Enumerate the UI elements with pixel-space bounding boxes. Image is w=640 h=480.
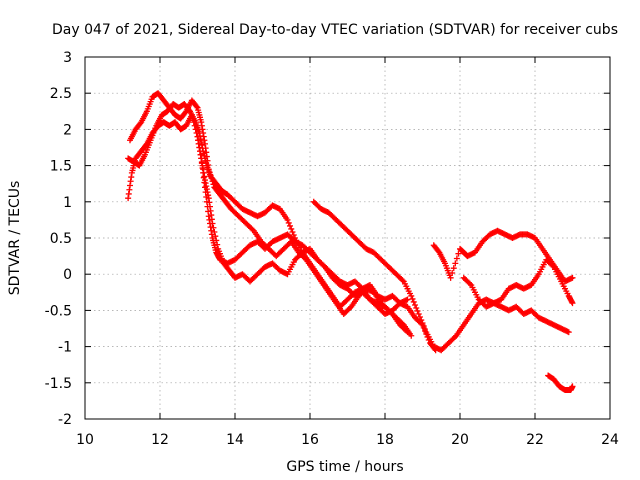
y-tick-label: 1.5 (50, 159, 72, 175)
data-point (320, 262, 327, 269)
data-point (288, 225, 295, 232)
data-point (403, 327, 410, 334)
x-tick-label: 22 (526, 432, 544, 448)
y-tick-label: -2 (58, 412, 72, 428)
data-point (420, 323, 427, 330)
data-point (452, 260, 459, 267)
data-point (565, 329, 572, 336)
chart-title: Day 047 of 2021, Sidereal Day-to-day VTE… (52, 22, 618, 38)
data-point (419, 320, 426, 327)
plot-frame (84, 56, 611, 420)
tick-labels: 10 12 14 16 18 20 22 24 -2 -1.5 -1 -0.5 0 0.5 1 1.5 2 2.5… (45, 50, 619, 448)
data-point (207, 172, 214, 179)
x-tick-label: 24 (601, 432, 619, 448)
data-point (412, 301, 418, 308)
data-point (569, 274, 576, 281)
data-point (435, 248, 442, 255)
data-point (453, 255, 460, 262)
data-point (415, 311, 422, 318)
data-point (413, 304, 420, 311)
data-point (206, 169, 213, 176)
data-point (414, 308, 421, 315)
x-tick-label: 14 (226, 432, 244, 448)
data-point (285, 219, 292, 226)
data-point (569, 300, 576, 307)
data-point (284, 216, 291, 223)
data-point (137, 120, 144, 127)
data-point (193, 103, 200, 110)
data-point (549, 262, 556, 269)
y-tick-label: -1 (58, 340, 72, 356)
x-tick-label: 16 (301, 432, 319, 448)
data-point (205, 166, 212, 173)
data-point (447, 274, 454, 281)
data-point (467, 280, 473, 287)
y-tick-label: 2.5 (50, 86, 72, 102)
data-point (452, 333, 458, 340)
data-point (409, 295, 416, 302)
x-tick-label: 10 (76, 432, 94, 448)
data-points (125, 90, 576, 394)
series-arc-g (460, 256, 576, 310)
data-point (209, 178, 216, 185)
data-point (410, 298, 417, 305)
y-tick-label: -1.5 (45, 376, 72, 392)
data-point (450, 265, 457, 272)
series-arc-a (125, 111, 439, 354)
y-tick-label: 2 (63, 122, 72, 138)
x-tick-label: 20 (451, 432, 469, 448)
x-axis-label: GPS time / hours (286, 459, 403, 475)
data-point (249, 226, 256, 233)
series-arc-c (127, 90, 415, 339)
data-point (449, 269, 456, 276)
data-point (404, 329, 411, 336)
y-axis-label: SDTVAR / TECUs (7, 181, 23, 296)
series-arc-h (545, 372, 576, 394)
data-point (408, 332, 415, 339)
data-point (208, 175, 215, 182)
y-tick-label: 1 (63, 195, 72, 211)
data-point (302, 255, 308, 262)
data-point (287, 222, 293, 229)
data-point (408, 292, 415, 299)
y-tick-label: 0.5 (50, 231, 72, 247)
series-arc-d (194, 133, 411, 336)
y-tick-label: 0 (63, 267, 72, 283)
data-point (569, 383, 576, 390)
data-point (388, 309, 395, 316)
data-point (289, 228, 296, 235)
data-point (399, 277, 406, 284)
series-arc-e (310, 198, 572, 354)
y-tick-label: 3 (63, 50, 72, 66)
data-point (182, 109, 189, 116)
data-point (455, 250, 462, 257)
series-arc-f (430, 227, 576, 285)
y-tick-label: -0.5 (45, 303, 72, 319)
data-point (210, 181, 217, 188)
data-point (347, 304, 353, 311)
x-tick-label: 12 (151, 432, 169, 448)
data-point (418, 317, 425, 324)
x-tick-label: 18 (376, 432, 394, 448)
data-point (422, 326, 428, 333)
data-point (417, 314, 423, 321)
